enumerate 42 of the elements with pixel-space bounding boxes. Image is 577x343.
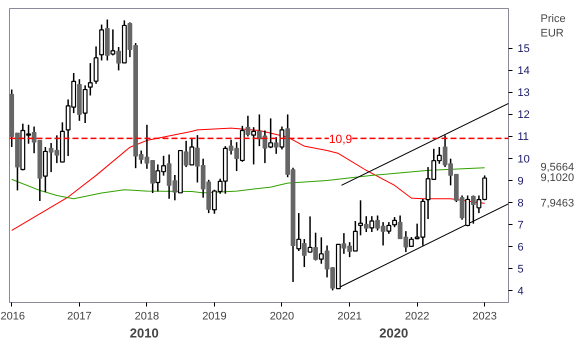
text: 9,1020: [540, 172, 574, 184]
y-tick-label: 12: [518, 109, 530, 122]
candlestick: [251, 126, 256, 166]
candlestick: [110, 28, 116, 56]
x-tick-label: 2018: [134, 310, 160, 322]
x-tick-label: 2022: [404, 310, 430, 322]
y-tick-label: 9: [518, 175, 524, 188]
y-tick-label: 14: [518, 65, 530, 78]
candlestick: [296, 212, 302, 252]
candlestick: [369, 215, 374, 233]
y-tick-label: 8: [518, 197, 524, 210]
text: 9,5664: [540, 162, 574, 174]
y-tick-label: 15: [518, 43, 530, 56]
candlestick: [189, 137, 194, 166]
candlestick: [352, 220, 358, 252]
candlestick: [94, 46, 99, 85]
text: 7,9463: [540, 197, 574, 210]
x-tick-label: 2017: [67, 310, 92, 322]
candlestick: [279, 126, 284, 150]
y-tick-label: 10: [518, 153, 530, 166]
candlestick: [88, 62, 93, 96]
y-tick-label: 5: [518, 263, 524, 276]
candlestick: [82, 84, 88, 124]
ref-line-label: 10,9: [328, 132, 353, 146]
y-axis-title: Price EUR: [540, 12, 566, 40]
x-tick-label: 2021: [337, 310, 362, 322]
x-tick-label: 2019: [202, 310, 227, 322]
y-tick-label: 13: [518, 87, 530, 100]
x-tick-label: 2016: [0, 310, 25, 322]
candlestick: [358, 200, 363, 236]
y-tick-label: 4: [518, 285, 524, 298]
line-series: [11, 167, 486, 200]
y-tick-label: 6: [518, 241, 524, 254]
candlestick: [308, 216, 312, 254]
text: 2020: [379, 326, 408, 340]
y-tick-label: 11: [518, 131, 529, 144]
candlestick: [318, 236, 324, 264]
x-tick-label: 2020: [270, 310, 294, 322]
x-tick-label: 2023: [472, 310, 497, 322]
text: 2010: [130, 326, 159, 340]
candlestick: [268, 118, 274, 149]
y-tick-label: 7: [518, 219, 524, 232]
